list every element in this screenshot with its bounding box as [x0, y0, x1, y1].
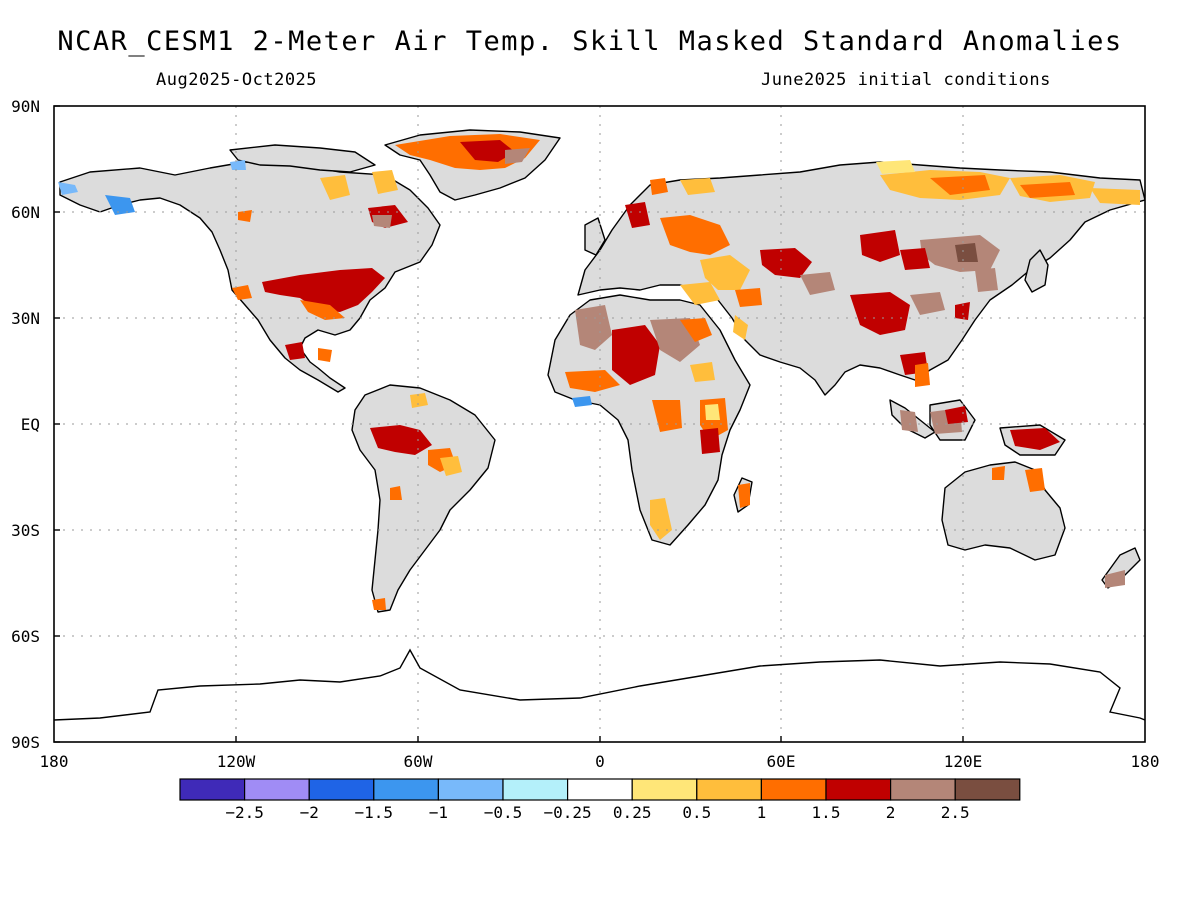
colorbar-label: −0.5 [484, 803, 523, 822]
colorbar-swatch [825, 778, 892, 801]
antarctica-coastline [54, 648, 1145, 721]
graticule [54, 106, 1145, 742]
colorbar-label: 0.25 [613, 803, 652, 822]
lon-label: 60W [404, 752, 433, 771]
arctic-islands [229, 144, 376, 173]
anomaly-patches [58, 134, 1140, 610]
colorbar-label: −2.5 [225, 803, 264, 822]
colorbar-label: −1 [429, 803, 448, 822]
lon-label: 60E [767, 752, 796, 771]
lat-label: 30S [11, 521, 40, 540]
colorbar-swatch [696, 778, 762, 801]
lat-label: 30N [11, 309, 40, 328]
colorbar-swatch [631, 778, 698, 801]
colorbar-label: 0.5 [682, 803, 711, 822]
colorbar-swatch [179, 778, 246, 801]
colorbar-swatch [373, 778, 439, 801]
axis-ticks [54, 105, 964, 743]
lon-label: 120W [217, 752, 256, 771]
great-britain [584, 217, 606, 256]
lat-label: 90S [11, 733, 40, 752]
colorbar-label: 2.5 [941, 803, 970, 822]
lon-label: 0 [595, 752, 605, 771]
colorbar-swatch [244, 778, 310, 801]
lat-label: EQ [21, 415, 40, 434]
latitude-labels: 90N 60N 30N EQ 30S 60S 90S [11, 97, 40, 752]
lon-label: 180 [1131, 752, 1160, 771]
colorbar-swatch [502, 778, 569, 801]
period-label: Aug2025-Oct2025 [156, 70, 318, 90]
lat-label: 60S [11, 627, 40, 646]
colorbar-label: −0.25 [544, 803, 592, 822]
lat-label: 60N [11, 203, 40, 222]
south-america [351, 384, 496, 613]
init-conditions-label: June2025 initial conditions [761, 70, 1051, 90]
japan [1024, 249, 1049, 293]
colorbar-label: 1.5 [812, 803, 841, 822]
longitude-labels: 180 120W 60W 0 60E 120E 180 [40, 752, 1160, 771]
north-america [59, 161, 441, 393]
lon-label: 120E [944, 752, 983, 771]
colorbar-legend: −2.5 −2 −1.5 −1 −0.5 −0.25 0.25 0.5 1 1.5 2 2.5 [179, 778, 1021, 822]
colorbar-swatch [954, 778, 1021, 801]
colorbar-label: −2 [300, 803, 319, 822]
colorbar-label: −1.5 [355, 803, 394, 822]
colorbar-label: 2 [886, 803, 896, 822]
colorbar-swatch [889, 778, 956, 801]
chart-title: NCAR_CESM1 2-Meter Air Temp. Skill Maske… [57, 26, 1123, 57]
colorbar-label: 1 [757, 803, 767, 822]
lat-label: 90N [11, 97, 40, 116]
colorbar-swatch [566, 778, 633, 801]
colorbar-swatch [437, 778, 504, 801]
lon-label: 180 [40, 752, 69, 771]
colorbar-swatch [760, 778, 827, 801]
colorbar-swatch [308, 778, 375, 801]
